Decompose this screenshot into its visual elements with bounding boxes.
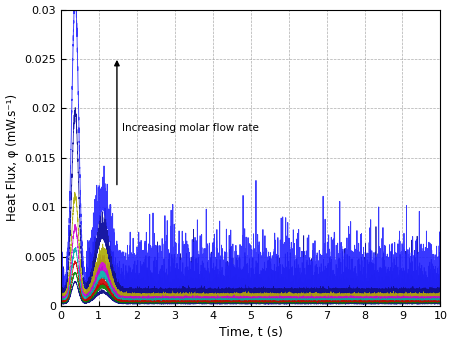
Text: Increasing molar flow rate: Increasing molar flow rate <box>122 123 259 133</box>
X-axis label: Time, t (s): Time, t (s) <box>219 326 283 339</box>
Y-axis label: Heat Flux, φ (mW.s⁻¹): Heat Flux, φ (mW.s⁻¹) <box>5 94 19 221</box>
